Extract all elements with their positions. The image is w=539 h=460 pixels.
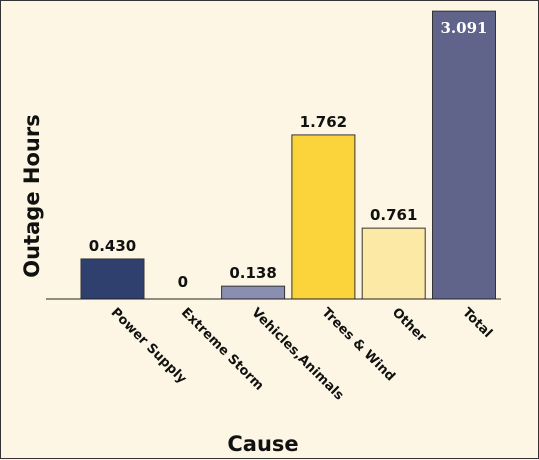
bar-vehicles-animals [221, 285, 286, 300]
x-axis-title: Cause [227, 432, 298, 456]
value-label: 0.138 [229, 264, 276, 282]
bar-other [361, 227, 426, 300]
value-label: 0.761 [370, 206, 417, 224]
value-label: 3.091 [441, 19, 488, 37]
x-tick-label: Total [459, 305, 495, 341]
value-label: 0 [178, 273, 188, 291]
bar-total [432, 10, 496, 300]
y-axis-title: Outage Hours [20, 114, 44, 277]
x-tick-label: Trees & Wind [319, 305, 398, 384]
bar-power-supply [80, 258, 145, 300]
value-label: 1.762 [300, 113, 347, 131]
x-tick-label: Other [389, 305, 430, 346]
x-tick-label: Power Supply [108, 305, 190, 387]
bar-trees-wind [291, 134, 356, 300]
value-label: 0.430 [89, 237, 136, 255]
